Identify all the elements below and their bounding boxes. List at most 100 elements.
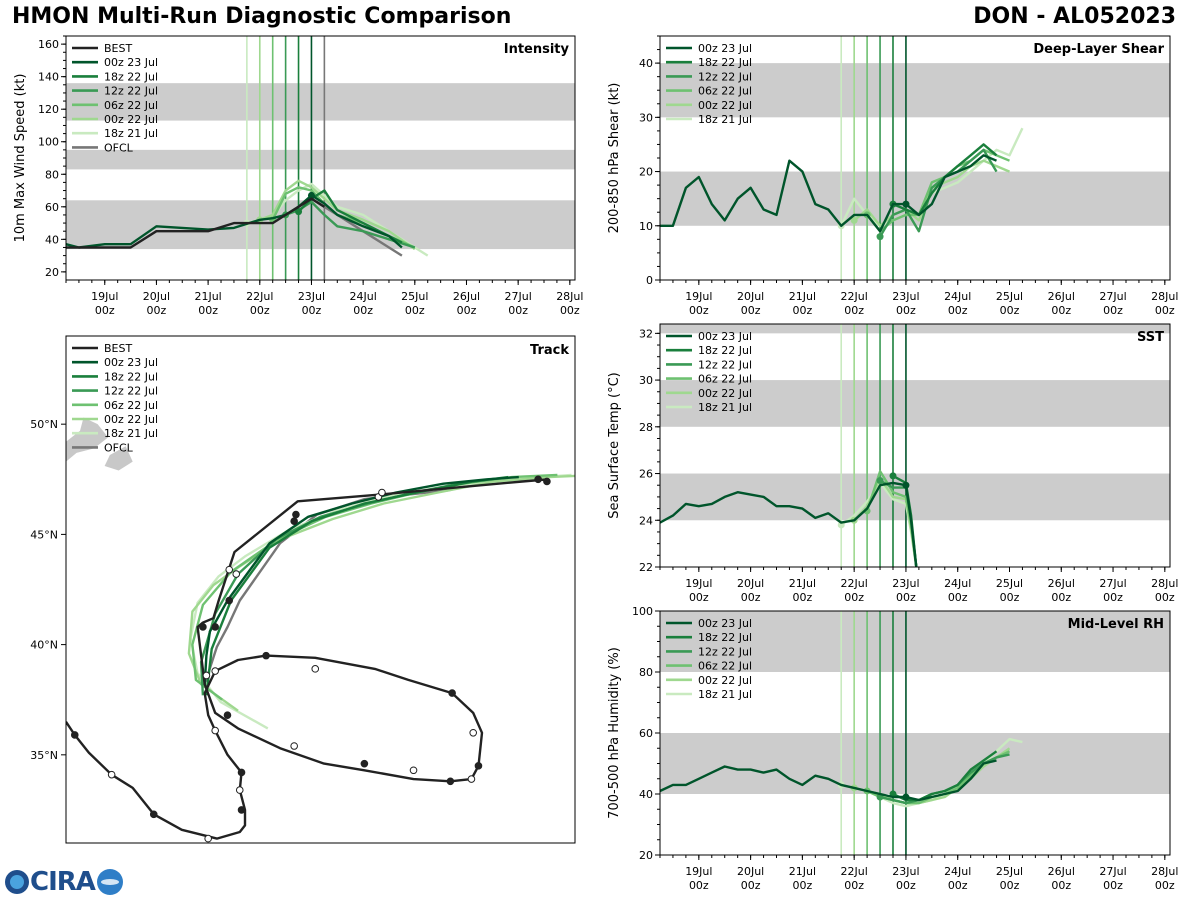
intensity-shade-band — [66, 149, 575, 170]
rh-xtick-label: 25Jul — [996, 865, 1023, 878]
track-panel-title: Track — [530, 343, 569, 358]
intensity-panel-title: Intensity — [504, 42, 570, 57]
track-best-point — [235, 786, 244, 794]
rh-ytick-label: 40 — [639, 788, 653, 801]
rh-xtick-label: 00z — [1155, 879, 1175, 892]
track-best-point — [292, 510, 300, 519]
sst-xtick-label: 00z — [896, 591, 916, 604]
rh-plot-area — [660, 611, 1170, 855]
shear-ylabel: 200-850 hPa Shear (kt) — [607, 83, 622, 234]
track-best-point — [378, 488, 386, 497]
track-best-point — [543, 477, 551, 486]
track-best-point — [211, 623, 219, 631]
track-best-point — [237, 768, 246, 777]
sst-xtick-label: 28Jul — [1151, 577, 1178, 590]
intensity-legend-label-00z-23-jul: 00z 23 Jul — [104, 56, 158, 69]
rh-xtick-label: 23Jul — [892, 865, 919, 878]
shear-xtick-label: 00z — [1155, 304, 1175, 317]
track-legend-label-18z-21-jul: 18z 21 Jul — [104, 427, 158, 440]
intensity-ytick-label: 40 — [45, 233, 59, 246]
shear-legend-label-12z-22-jul: 12z 22 Jul — [698, 70, 752, 83]
sst-xtick-label: 27Jul — [1099, 577, 1126, 590]
track-best-point — [149, 810, 158, 819]
track-best-point — [70, 731, 79, 739]
sst-shade-band — [660, 324, 1170, 334]
shear-xtick-label: 00z — [1051, 304, 1071, 317]
track-best-point — [290, 517, 298, 525]
rh-xtick-label: 20Jul — [737, 865, 764, 878]
sst-xtick-label: 22Jul — [841, 577, 868, 590]
track-legend-label-12z-22-jul: 12z 22 Jul — [104, 385, 158, 398]
rh-xtick-label: 22Jul — [841, 865, 868, 878]
track-legend-label-best: BEST — [104, 342, 132, 355]
sst-ytick-label: 22 — [639, 561, 653, 574]
shear-xtick-label: 00z — [792, 304, 812, 317]
track-legend-label-00z-22-jul: 00z 22 Jul — [104, 413, 158, 426]
cira-logo: CIRA — [4, 866, 125, 898]
rh-init-point-00z-23-jul — [902, 793, 910, 801]
track-best-point — [204, 834, 212, 843]
track-series-18z-22-jul — [205, 475, 509, 696]
rh-shade-band — [660, 611, 1170, 672]
track-series-best — [66, 478, 549, 840]
intensity-xtick-label: 00z — [250, 304, 270, 317]
intensity-plot-area — [66, 36, 575, 280]
intensity-xtick-label: 27Jul — [505, 290, 532, 303]
rh-xtick-label: 24Jul — [944, 865, 971, 878]
intensity-shade-band — [66, 83, 575, 121]
intensity-xtick-label: 00z — [198, 304, 218, 317]
intensity-legend-label-12z-22-jul: 12z 22 Jul — [104, 85, 158, 98]
sst-ytick-label: 24 — [639, 514, 653, 527]
intensity-series-00z-22-jul — [259, 179, 416, 251]
track-best-point — [225, 596, 234, 605]
shear-legend-label-00z-23-jul: 00z 23 Jul — [698, 42, 752, 55]
rh-ytick-label: 20 — [639, 849, 653, 862]
track-best-point — [232, 570, 241, 578]
sst-xtick-label: 00z — [948, 591, 968, 604]
sst-plot-area — [660, 324, 1170, 567]
track-land-mass — [104, 446, 133, 471]
sst-xtick-label: 21Jul — [789, 577, 816, 590]
rh-series-18z-22-jul — [892, 750, 998, 802]
sst-xtick-label: 23Jul — [892, 577, 919, 590]
rh-ytick-label: 60 — [639, 727, 653, 740]
rh-ytick-label: 80 — [639, 666, 653, 679]
track-best-point — [211, 667, 219, 675]
intensity-series-00z-23-jul — [66, 194, 403, 249]
intensity-xtick-label: 26Jul — [453, 290, 480, 303]
shear-xtick-label: 27Jul — [1099, 290, 1126, 303]
intensity-legend-label-18z-21-jul: 18z 21 Jul — [104, 127, 158, 140]
shear-xtick-label: 24Jul — [944, 290, 971, 303]
track-best-point — [446, 777, 455, 786]
rh-series-00z-23-jul — [660, 759, 997, 802]
rh-xtick-label: 00z — [948, 879, 968, 892]
sst-init-point-00z-23-jul — [902, 481, 910, 489]
track-series-00z-23-jul — [203, 475, 519, 685]
intensity-xtick-label: 28Jul — [556, 290, 583, 303]
shear-xtick-label: 00z — [948, 304, 968, 317]
intensity-xtick-label: 00z — [302, 304, 322, 317]
rh-panel: 2040608010019Jul00z20Jul00z21Jul00z22Jul… — [607, 605, 1178, 892]
shear-plot-area — [660, 36, 1170, 280]
shear-panel: 01020304019Jul00z20Jul00z21Jul00z22Jul00… — [607, 35, 1178, 317]
sst-xtick-label: 00z — [741, 591, 761, 604]
sst-shade-band — [660, 380, 1170, 427]
track-best-point — [202, 671, 211, 680]
track-best-point — [469, 728, 478, 737]
sst-xtick-label: 00z — [689, 591, 709, 604]
sst-ytick-label: 30 — [639, 374, 653, 387]
chart-title-left: HMON Multi-Run Diagnostic Comparison — [12, 4, 512, 29]
rh-xtick-label: 27Jul — [1099, 865, 1126, 878]
sst-xtick-label: 00z — [1103, 591, 1123, 604]
sst-axes-frame — [659, 323, 1171, 568]
sst-xtick-label: 20Jul — [737, 577, 764, 590]
shear-series-00z-23-jul — [660, 154, 997, 233]
intensity-legend-label-06z-22-jul: 06z 22 Jul — [104, 99, 158, 112]
intensity-xtick-label: 24Jul — [349, 290, 376, 303]
track-best-point — [311, 665, 320, 673]
intensity-init-point-18z-22-jul — [295, 208, 303, 216]
shear-series-12z-22-jul — [879, 148, 998, 238]
intensity-legend-label-00z-22-jul: 00z 22 Jul — [104, 113, 158, 126]
intensity-xtick-label: 21Jul — [194, 290, 221, 303]
shear-ytick-label: 40 — [639, 57, 653, 70]
